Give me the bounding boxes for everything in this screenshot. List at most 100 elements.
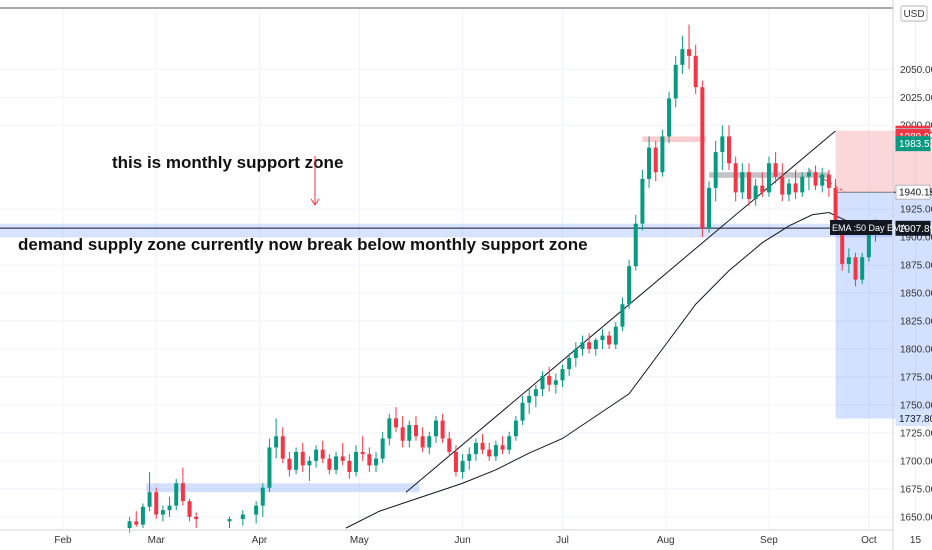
currency-label[interactable]: USD [900, 5, 928, 22]
candle-up [167, 496, 172, 517]
candle-body [334, 456, 339, 470]
candle-body [840, 228, 845, 264]
price-badge[interactable]: 1737.80 [895, 411, 932, 427]
candle-down [154, 487, 159, 520]
candle-up [667, 91, 672, 144]
candle-down [587, 333, 592, 354]
candle-body [547, 375, 552, 385]
candle-body [180, 483, 185, 502]
candle-body [440, 420, 445, 439]
candle-body [467, 454, 472, 461]
ema-legend[interactable]: EMA :50 Day EMA [830, 220, 907, 235]
price-badge[interactable]: 1940.15 [895, 184, 932, 200]
price-badge-bg [895, 411, 931, 427]
candle-up [680, 35, 685, 74]
time-tick-label: 15 [910, 535, 922, 546]
candle-body [513, 420, 518, 437]
candle-body [633, 223, 638, 267]
candle-down [607, 331, 612, 349]
candle-body [640, 178, 645, 224]
zones [0, 136, 893, 493]
candle-body [567, 357, 572, 370]
candle-body [394, 418, 398, 428]
candle-body [647, 147, 652, 179]
annotation-arrow-head-icon [310, 198, 320, 206]
candle-body [187, 501, 192, 517]
candle-body [473, 442, 478, 455]
candle-body [314, 449, 319, 461]
candle-body [773, 163, 778, 177]
price-badge[interactable]: 1983.52 [895, 136, 932, 152]
candle-down [780, 163, 785, 202]
candle-down [440, 413, 445, 443]
candle-up [354, 445, 359, 477]
candle-body [680, 49, 685, 65]
candle-up [560, 364, 565, 388]
candle-up [640, 169, 645, 231]
candle-body [380, 438, 385, 459]
candle-body [194, 516, 199, 520]
candle-down [367, 447, 372, 473]
candle-body [833, 187, 838, 229]
candle-up [860, 252, 865, 285]
candle-down [194, 512, 199, 528]
candle-up [740, 163, 745, 200]
price-badge[interactable]: 1907.89 [895, 220, 932, 236]
currency-text: USD [903, 9, 924, 20]
candle-up [513, 416, 518, 441]
candle-body [667, 98, 672, 137]
candle-body [354, 451, 359, 473]
candle-body [360, 451, 365, 455]
candle-body [160, 510, 165, 515]
candle-body [140, 506, 145, 525]
candle-body [746, 172, 751, 200]
time-tick-label: May [350, 535, 369, 546]
time-tick-label: Feb [54, 535, 72, 546]
candle-body [813, 172, 818, 186]
time-tick-label: Apr [252, 535, 268, 546]
candle-body [340, 456, 345, 461]
candle-up [553, 373, 558, 394]
candle-body [700, 87, 705, 229]
candle-body [866, 232, 871, 258]
time-tick-label: Jun [455, 535, 471, 546]
candle-body [260, 487, 265, 506]
candle-down [700, 80, 705, 238]
candle-down [347, 454, 352, 479]
candle-up [647, 136, 652, 188]
candle-body [607, 335, 612, 345]
candle-body [240, 514, 245, 520]
candle-body [453, 451, 458, 473]
candle-down [727, 125, 731, 170]
candle-body [533, 389, 538, 396]
candle-up [507, 431, 512, 455]
candle-down [300, 442, 305, 473]
time-tick-label: Mar [148, 535, 166, 546]
candle-body [487, 449, 492, 457]
candle-body [374, 458, 379, 466]
candle-down [773, 152, 778, 184]
candle-body [846, 257, 851, 264]
candle-up [467, 447, 472, 470]
candle-down [453, 445, 458, 477]
monthly-support-zone [0, 223, 893, 238]
ema-line [345, 211, 863, 529]
candle-up [673, 55, 678, 108]
candle-body [553, 380, 558, 385]
price-axis[interactable]: 1650.00 1675.00 1700.00 1725.00 1750.00 1775.… [895, 65, 932, 524]
price-tick-label: 1925.00 [900, 205, 932, 216]
candle-down [280, 427, 285, 464]
candle-up [427, 431, 432, 455]
candle-body [860, 257, 865, 280]
annotation-monthly-support: this is monthly support zone [112, 153, 343, 172]
time-axis[interactable]: FebMarAprMayJunJulAugSepOct15Nov16 [54, 535, 932, 546]
candle-up [720, 125, 725, 170]
candle-body [660, 136, 665, 173]
candle-body [147, 492, 152, 507]
price-tick-label: 1800.00 [900, 344, 932, 355]
candle-body [853, 257, 858, 280]
price-tick-label: 1700.00 [900, 456, 932, 467]
candle-up [540, 371, 545, 396]
candle-up [307, 456, 312, 482]
